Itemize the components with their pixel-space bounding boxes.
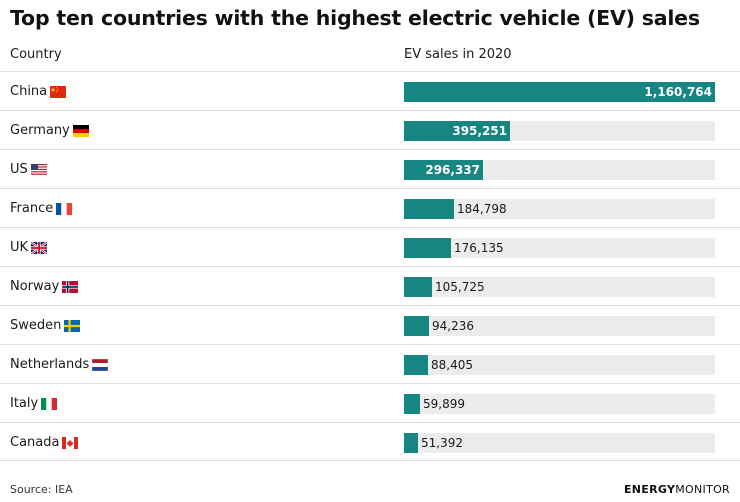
chart-rows: China 1,160,764 Germany 395,251 US 296,337 Fra… — [0, 71, 740, 461]
data-label-sweden: 94,236 — [432, 319, 474, 333]
chart-row-norway: Norway 105,725 — [0, 266, 740, 305]
brand-logo: ENERGYMONITOR — [624, 483, 730, 496]
bar-track-netherlands: 88,405 — [404, 355, 715, 375]
bar-track-sweden: 94,236 — [404, 316, 715, 336]
data-label-china: 1,160,764 — [644, 85, 712, 99]
chart-row-sweden: Sweden 94,236 — [0, 305, 740, 344]
flag-italy-icon — [41, 397, 58, 410]
data-label-us: 296,337 — [425, 163, 480, 177]
country-label-norway: Norway — [10, 279, 60, 294]
bar-track-us: 296,337 — [404, 160, 715, 180]
chart-row-italy: Italy 59,899 — [0, 383, 740, 422]
country-cell-france: France — [10, 189, 73, 228]
bar-track-france: 184,798 — [404, 199, 715, 219]
bar-italy — [404, 394, 420, 414]
country-cell-us: US — [10, 150, 47, 189]
flag-us-icon — [30, 163, 47, 176]
column-header-country: Country — [10, 47, 62, 62]
column-header-ev-sales: EV sales in 2020 — [404, 47, 512, 62]
chart-row-france: France 184,798 — [0, 188, 740, 227]
country-label-canada: Canada — [10, 435, 60, 450]
data-label-canada: 51,392 — [421, 436, 463, 450]
data-label-uk: 176,135 — [454, 241, 504, 255]
bar-track-germany: 395,251 — [404, 121, 715, 141]
country-label-netherlands: Netherlands — [10, 357, 90, 372]
bar-track-china: 1,160,764 — [404, 82, 715, 102]
bar-sweden — [404, 316, 429, 336]
country-label-us: US — [10, 162, 28, 177]
bar-china — [404, 82, 715, 102]
country-label-france: France — [10, 201, 54, 216]
flag-germany-icon — [72, 124, 89, 137]
country-label-uk: UK — [10, 240, 29, 255]
bar-track-italy: 59,899 — [404, 394, 715, 414]
data-label-germany: 395,251 — [452, 124, 507, 138]
country-cell-canada: Canada — [10, 423, 79, 462]
bar-germany — [404, 121, 510, 141]
flag-sweden-icon — [64, 319, 81, 332]
country-cell-china: China — [10, 72, 67, 111]
country-label-sweden: Sweden — [10, 318, 62, 333]
bar-france — [404, 199, 454, 219]
country-cell-netherlands: Netherlands — [10, 345, 109, 384]
bar-us — [404, 160, 483, 180]
chart-row-netherlands: Netherlands 88,405 — [0, 344, 740, 383]
brand-logo-regular: MONITOR — [675, 483, 730, 496]
source-note: Source: IEA — [10, 483, 73, 496]
bar-track-canada: 51,392 — [404, 433, 715, 453]
data-label-norway: 105,725 — [435, 280, 485, 294]
country-cell-norway: Norway — [10, 267, 79, 306]
flag-norway-icon — [62, 280, 79, 293]
bar-norway — [404, 277, 432, 297]
chart-row-canada: Canada 51,392 — [0, 422, 740, 461]
country-label-china: China — [10, 84, 48, 99]
chart-row-germany: Germany 395,251 — [0, 110, 740, 149]
chart-row-us: US 296,337 — [0, 149, 740, 188]
country-cell-germany: Germany — [10, 111, 89, 150]
flag-netherlands-icon — [92, 358, 109, 371]
bar-canada — [404, 433, 418, 453]
country-label-italy: Italy — [10, 396, 39, 411]
chart-title: Top ten countries with the highest elect… — [10, 6, 700, 30]
brand-logo-bold: ENERGY — [623, 483, 676, 496]
data-label-netherlands: 88,405 — [431, 358, 473, 372]
country-cell-italy: Italy — [10, 384, 58, 423]
bar-netherlands — [404, 355, 428, 375]
flag-france-icon — [56, 202, 73, 215]
bar-track-norway: 105,725 — [404, 277, 715, 297]
flag-uk-icon — [31, 241, 48, 254]
chart-row-uk: UK 176,135 — [0, 227, 740, 266]
data-label-france: 184,798 — [457, 202, 507, 216]
flag-china-icon — [50, 85, 67, 98]
country-cell-sweden: Sweden — [10, 306, 81, 345]
data-label-italy: 59,899 — [423, 397, 465, 411]
bar-uk — [404, 238, 451, 258]
country-label-germany: Germany — [10, 123, 70, 138]
chart-row-china: China 1,160,764 — [0, 71, 740, 110]
flag-canada-icon — [62, 436, 79, 449]
bar-track-uk: 176,135 — [404, 238, 715, 258]
country-cell-uk: UK — [10, 228, 48, 267]
